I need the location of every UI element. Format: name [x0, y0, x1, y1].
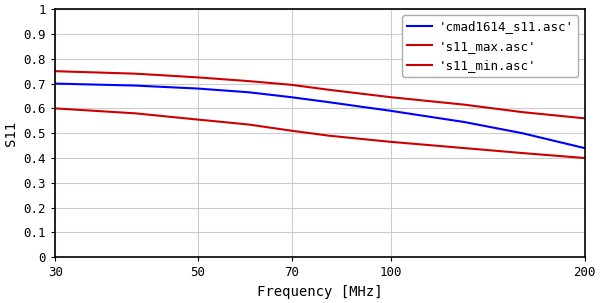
'cmad1614_s11.asc' — [132, 84, 139, 87]
's11_min.asc' — [461, 146, 468, 150]
's11_min.asc' — [52, 107, 59, 110]
'cmad1614_s11.asc' — [519, 132, 526, 135]
's11_max.asc' — [325, 88, 332, 92]
's11_min.asc' — [388, 140, 395, 144]
'cmad1614_s11.asc' — [325, 100, 332, 104]
Line: 'cmad1614_s11.asc': 'cmad1614_s11.asc' — [55, 84, 584, 148]
Y-axis label: S11: S11 — [4, 121, 18, 146]
's11_min.asc' — [194, 118, 202, 122]
Legend: 'cmad1614_s11.asc', 's11_max.asc', 's11_min.asc': 'cmad1614_s11.asc', 's11_max.asc', 's11_… — [402, 15, 578, 77]
'cmad1614_s11.asc' — [52, 82, 59, 85]
's11_max.asc' — [461, 103, 468, 106]
's11_max.asc' — [245, 79, 252, 83]
'cmad1614_s11.asc' — [194, 87, 202, 90]
's11_max.asc' — [52, 69, 59, 73]
's11_min.asc' — [245, 123, 252, 126]
's11_min.asc' — [519, 151, 526, 155]
's11_max.asc' — [581, 117, 588, 120]
Line: 's11_max.asc': 's11_max.asc' — [55, 71, 584, 118]
's11_min.asc' — [132, 112, 139, 115]
X-axis label: Frequency [MHz]: Frequency [MHz] — [257, 285, 383, 299]
's11_max.asc' — [519, 110, 526, 114]
'cmad1614_s11.asc' — [288, 95, 295, 99]
's11_min.asc' — [581, 156, 588, 160]
's11_max.asc' — [132, 72, 139, 75]
's11_max.asc' — [194, 75, 202, 79]
's11_min.asc' — [325, 134, 332, 138]
'cmad1614_s11.asc' — [461, 120, 468, 124]
'cmad1614_s11.asc' — [245, 91, 252, 94]
'cmad1614_s11.asc' — [581, 146, 588, 150]
'cmad1614_s11.asc' — [388, 109, 395, 113]
's11_min.asc' — [288, 129, 295, 132]
Line: 's11_min.asc': 's11_min.asc' — [55, 108, 584, 158]
's11_max.asc' — [388, 95, 395, 99]
's11_max.asc' — [288, 83, 295, 87]
